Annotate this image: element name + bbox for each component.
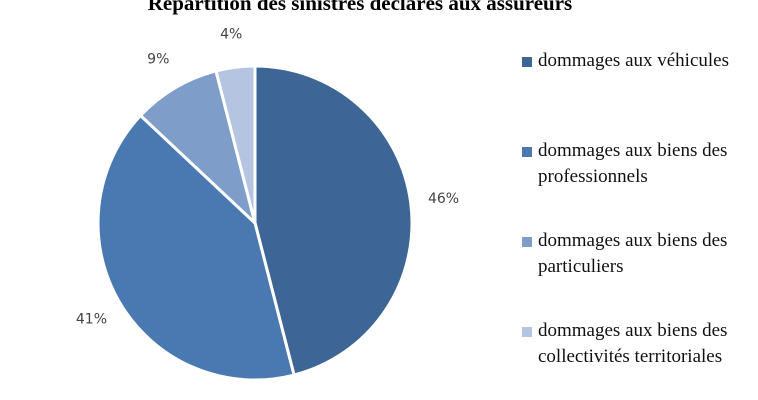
legend-swatch — [522, 327, 532, 337]
chart-title: Répartition des sinistres déclarés aux a… — [148, 0, 572, 15]
data-label: 4% — [220, 26, 242, 42]
pie-slice — [253, 64, 414, 377]
legend-item: dommages aux biens des particuliers — [520, 228, 750, 318]
legend-item: dommages aux biens des professionnels — [520, 138, 750, 228]
legend-label: dommages aux biens des collectivités ter… — [538, 320, 728, 367]
pie-slice — [96, 113, 296, 382]
legend-item: dommages aux biens des collectivités ter… — [520, 318, 750, 400]
legend: dommages aux véhicules dommages aux biens… — [520, 48, 750, 400]
legend-swatch — [522, 237, 532, 247]
legend-swatch — [522, 147, 532, 157]
legend-label: dommages aux biens des particuliers — [538, 230, 728, 277]
legend-label: dommages aux véhicules — [538, 50, 730, 71]
data-label: 41% — [76, 312, 107, 328]
data-label: 9% — [147, 51, 169, 67]
pie-slice — [138, 69, 258, 228]
data-label: 46% — [428, 191, 459, 207]
legend-label: dommages aux biens des professionnels — [538, 140, 728, 187]
pie-slice — [214, 64, 257, 224]
legend-swatch — [522, 57, 532, 67]
legend-item: dommages aux véhicules — [520, 48, 750, 138]
